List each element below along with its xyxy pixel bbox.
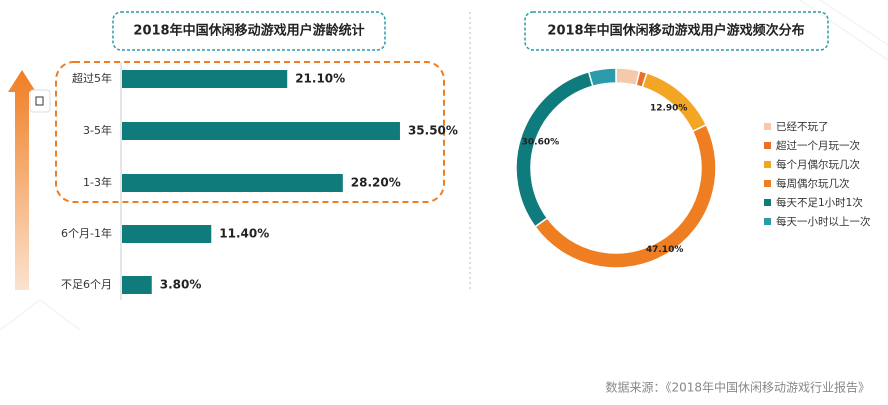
category-label: 1-3年: [83, 175, 112, 189]
legend-swatch: [764, 123, 771, 130]
source: 数据来源：《2018年中国休闲移动游戏行业报告》: [605, 380, 870, 395]
category-label: 不足6个月: [61, 278, 112, 291]
value-label: 3.80%: [160, 278, 202, 292]
category-label: 6个月-1年: [61, 226, 112, 240]
legend-swatch: [764, 180, 771, 187]
bar: [122, 70, 287, 88]
chart-title: 2018年中国休闲移动游戏用户游戏频次分布: [547, 23, 804, 39]
value-label: 30.60%: [522, 137, 560, 147]
value-label: 28.20%: [351, 176, 401, 190]
legend-label: 每天不足1小时1次: [776, 196, 863, 209]
legend-swatch: [764, 161, 771, 168]
legend-swatch: [764, 142, 771, 149]
value-label: 47.10%: [646, 245, 684, 255]
legend-label: 已经不玩了: [776, 120, 829, 133]
donut-segment: [589, 68, 616, 86]
value-label: 12.90%: [650, 103, 688, 113]
legend-label: 每周偶尔玩几次: [776, 177, 850, 190]
bar: [122, 122, 400, 140]
donut-segment: [516, 72, 593, 227]
legend-swatch: [764, 218, 771, 225]
value-label: 21.10%: [295, 72, 345, 86]
bar: [122, 174, 343, 192]
chart-title: 2018年中国休闲移动游戏用户游龄统计: [133, 23, 364, 39]
legend-label: 超过一个月玩一次: [776, 139, 860, 152]
bar: [122, 276, 152, 294]
value-label: 11.40%: [219, 227, 269, 241]
legend-label: 每天一小时以上一次: [776, 215, 871, 228]
bar: [122, 225, 211, 243]
category-label: 超过5年: [72, 71, 112, 85]
donut-segment: [535, 125, 716, 268]
value-label: 35.50%: [408, 124, 458, 138]
copy-icon[interactable]: [30, 90, 50, 112]
category-label: 3-5年: [83, 123, 112, 137]
donut-segment: [642, 73, 706, 131]
legend-swatch: [764, 199, 771, 206]
legend-label: 每个月偶尔玩几次: [776, 158, 860, 171]
